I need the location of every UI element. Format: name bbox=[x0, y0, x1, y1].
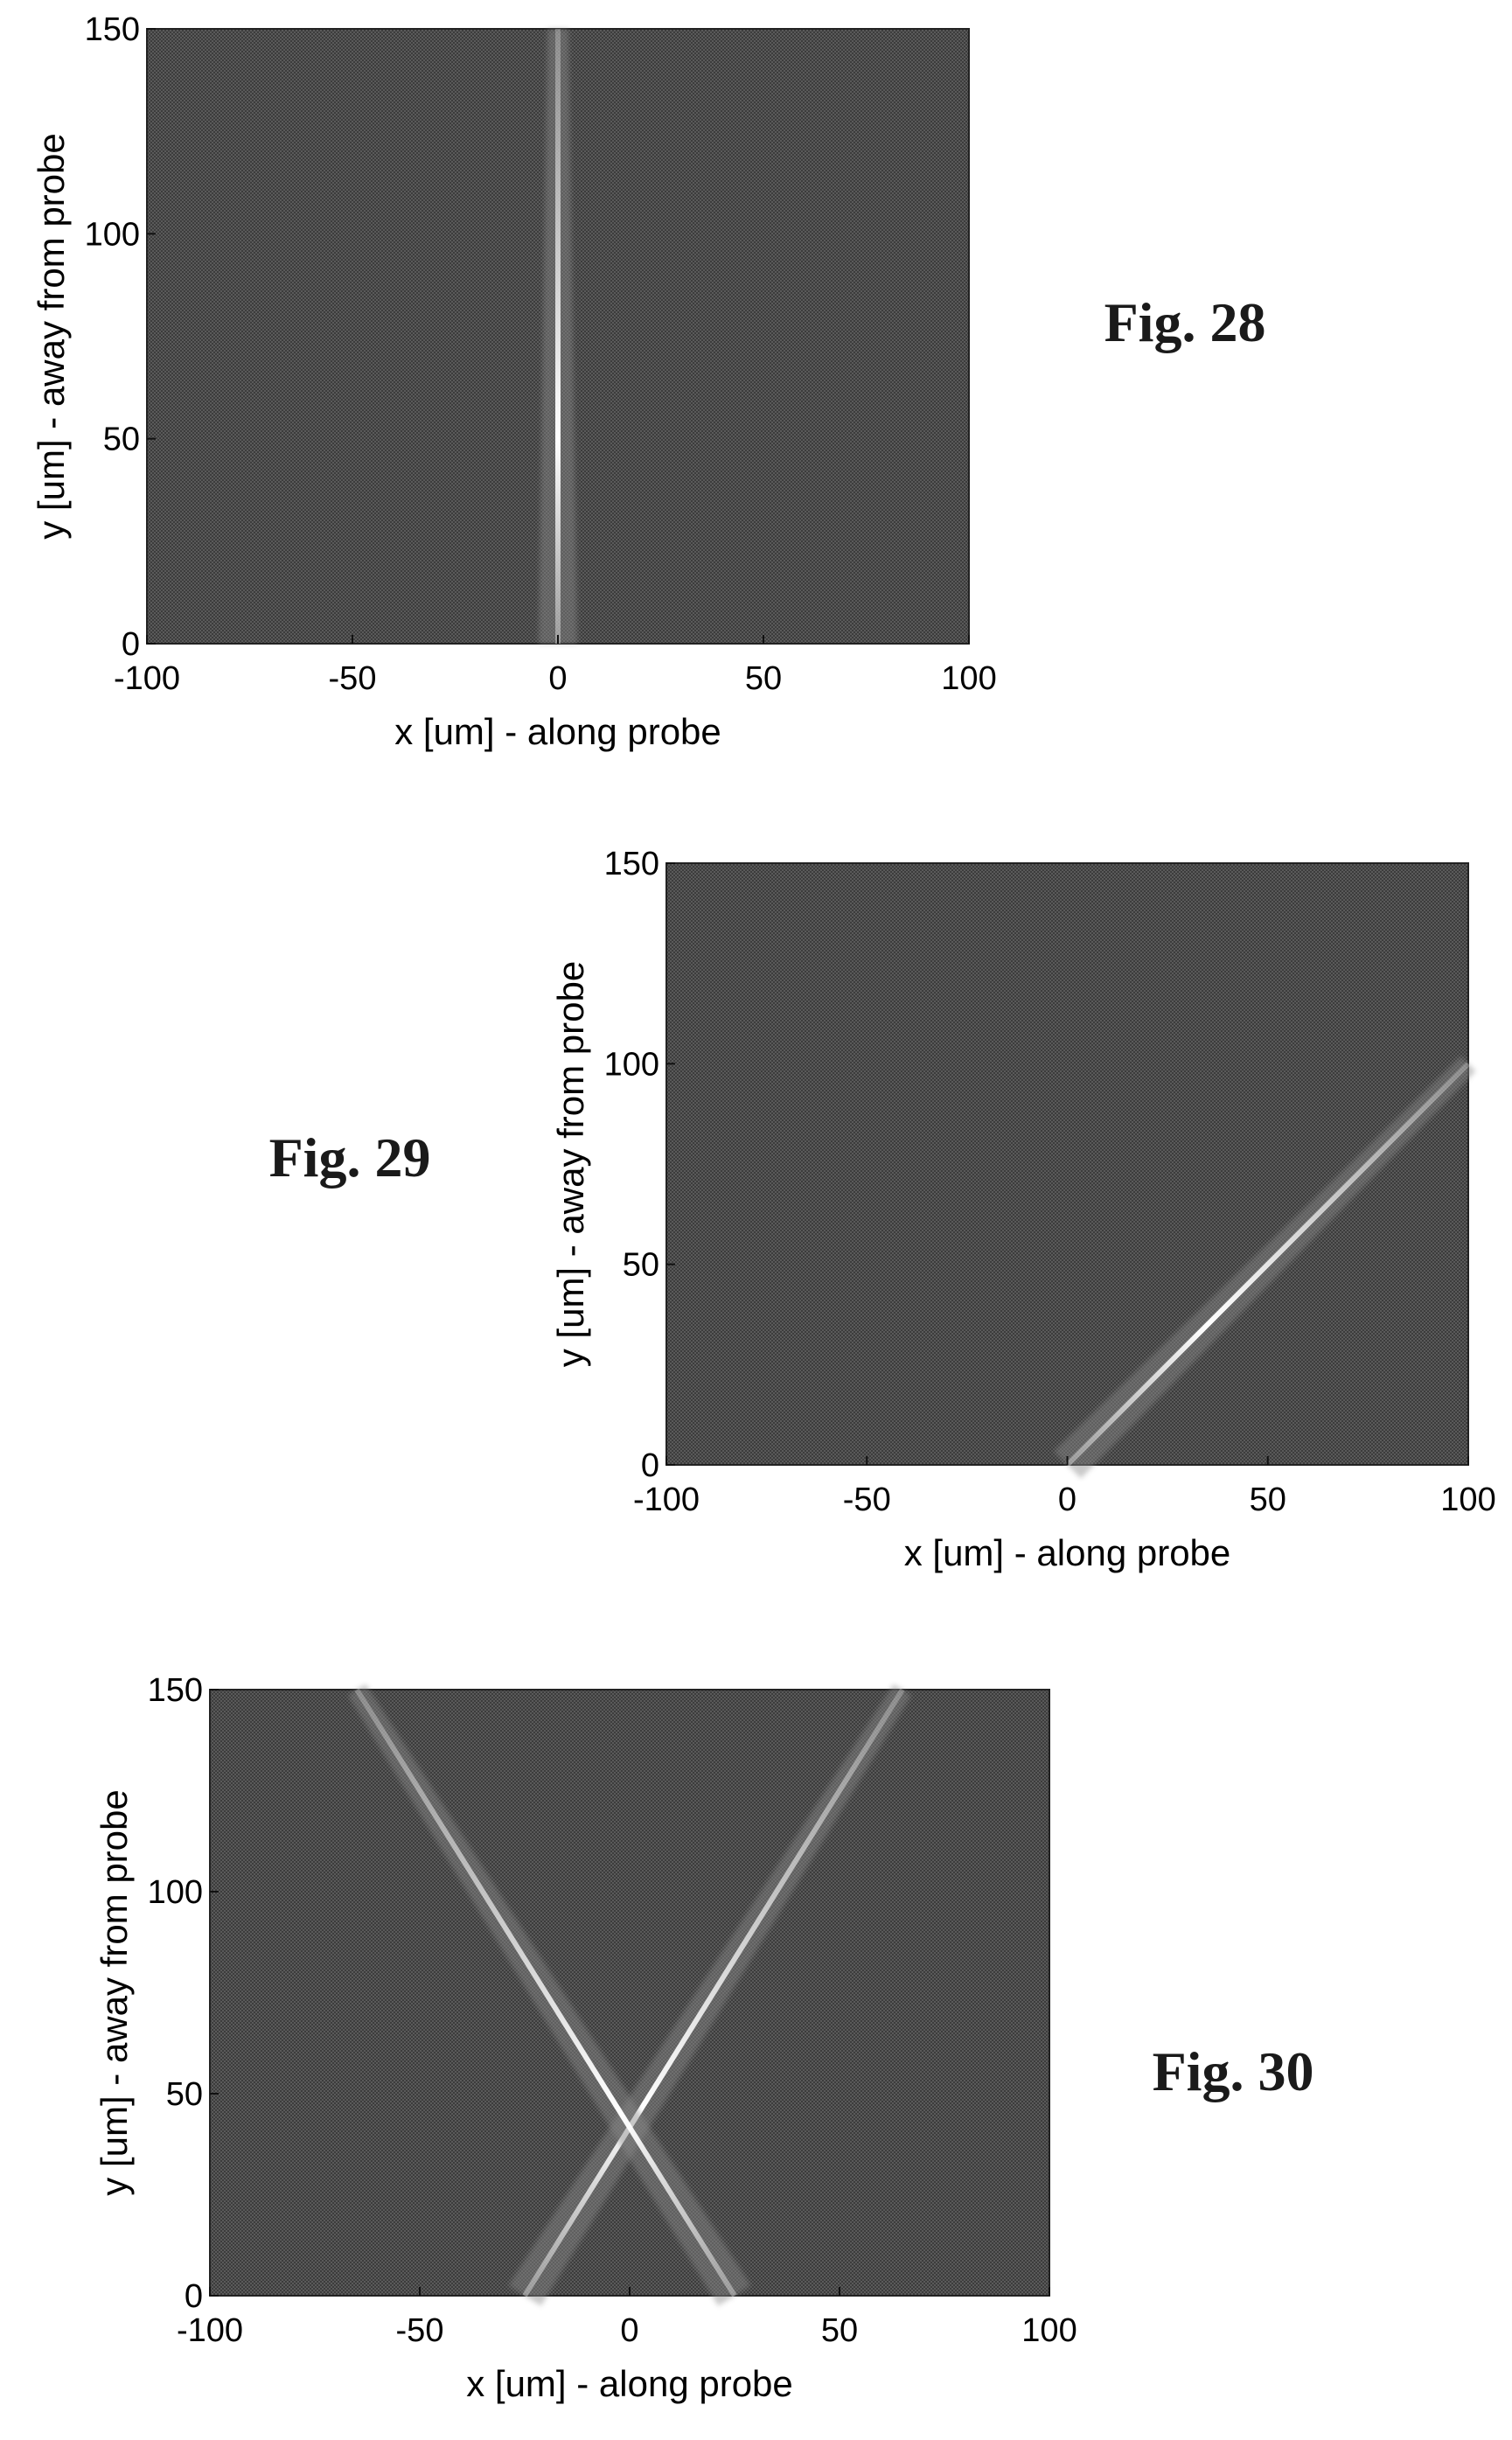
y-axis-label: y [um] - away from probe bbox=[94, 1789, 135, 2195]
plot-area bbox=[665, 862, 1469, 1466]
figure-label: Fig. 29 bbox=[269, 1126, 431, 1189]
x-tick-label: 0 bbox=[548, 660, 567, 697]
tick-layer: -100 -50 0 50 100 0 50 100 150 bbox=[85, 11, 997, 697]
figure-label: Fig. 28 bbox=[1104, 291, 1266, 353]
chart-fig-29: -100 -50 0 50 100 0 50 100 150 x [um] - along pr… bbox=[269, 846, 1496, 1573]
y-tick-label: 150 bbox=[148, 1672, 203, 1709]
y-tick-label: 50 bbox=[623, 1247, 659, 1284]
x-tick-label: -100 bbox=[633, 1481, 700, 1518]
y-axis-label: y [um] - away from probe bbox=[31, 133, 72, 539]
figure-label: Fig. 30 bbox=[1153, 2040, 1314, 2102]
x-tick-label: 50 bbox=[821, 2312, 858, 2349]
y-tick-label: 100 bbox=[604, 1046, 659, 1083]
y-tick-label: 50 bbox=[166, 2076, 203, 2113]
x-tick-label: -50 bbox=[396, 2312, 444, 2349]
chart-fig-28: -100 -50 0 50 100 0 50 100 150 x [um] - along pr… bbox=[31, 11, 1265, 752]
y-tick-label: 100 bbox=[148, 1874, 203, 1911]
plot-area bbox=[209, 1689, 1050, 2297]
x-axis-label: x [um] - along probe bbox=[466, 2363, 793, 2404]
beam-layer bbox=[539, 29, 577, 644]
x-tick-label: 0 bbox=[1058, 1481, 1077, 1518]
beam-layer bbox=[347, 1684, 912, 2306]
x-tick-label: 100 bbox=[941, 660, 996, 697]
x-tick-label: -100 bbox=[177, 2312, 243, 2349]
chart-fig-30: -100 -50 0 50 100 0 50 100 150 x [um] - along pr… bbox=[94, 1672, 1313, 2404]
y-tick-label: 0 bbox=[641, 1447, 659, 1484]
beam-core-0 bbox=[522, 1688, 905, 2297]
x-tick-label: 50 bbox=[745, 660, 782, 697]
beam-layer bbox=[1053, 1056, 1476, 1479]
x-tick-label: -50 bbox=[843, 1481, 891, 1518]
beam-core-0 bbox=[1065, 1062, 1471, 1467]
beam-core-1 bbox=[354, 1688, 737, 2297]
y-tick-label: 50 bbox=[103, 422, 140, 458]
y-tick-label: 150 bbox=[85, 11, 140, 48]
y-tick-label: 150 bbox=[604, 846, 659, 882]
x-tick-label: -50 bbox=[329, 660, 377, 697]
y-tick-label: 100 bbox=[85, 216, 140, 253]
y-axis-label: y [um] - away from probe bbox=[550, 961, 591, 1367]
x-axis-label: x [um] - along probe bbox=[904, 1532, 1231, 1573]
x-tick-label: 0 bbox=[620, 2312, 638, 2349]
x-axis-label: x [um] - along probe bbox=[394, 711, 721, 752]
tick-layer: -100 -50 0 50 100 0 50 100 150 bbox=[604, 846, 1496, 1518]
tick-layer: -100 -50 0 50 100 0 50 100 150 bbox=[148, 1672, 1077, 2349]
x-tick-label: -100 bbox=[114, 660, 180, 697]
x-tick-label: 100 bbox=[1440, 1481, 1495, 1518]
y-tick-label: 0 bbox=[122, 626, 140, 663]
x-tick-label: 50 bbox=[1250, 1481, 1286, 1518]
x-tick-label: 100 bbox=[1021, 2312, 1077, 2349]
y-tick-label: 0 bbox=[185, 2278, 203, 2315]
